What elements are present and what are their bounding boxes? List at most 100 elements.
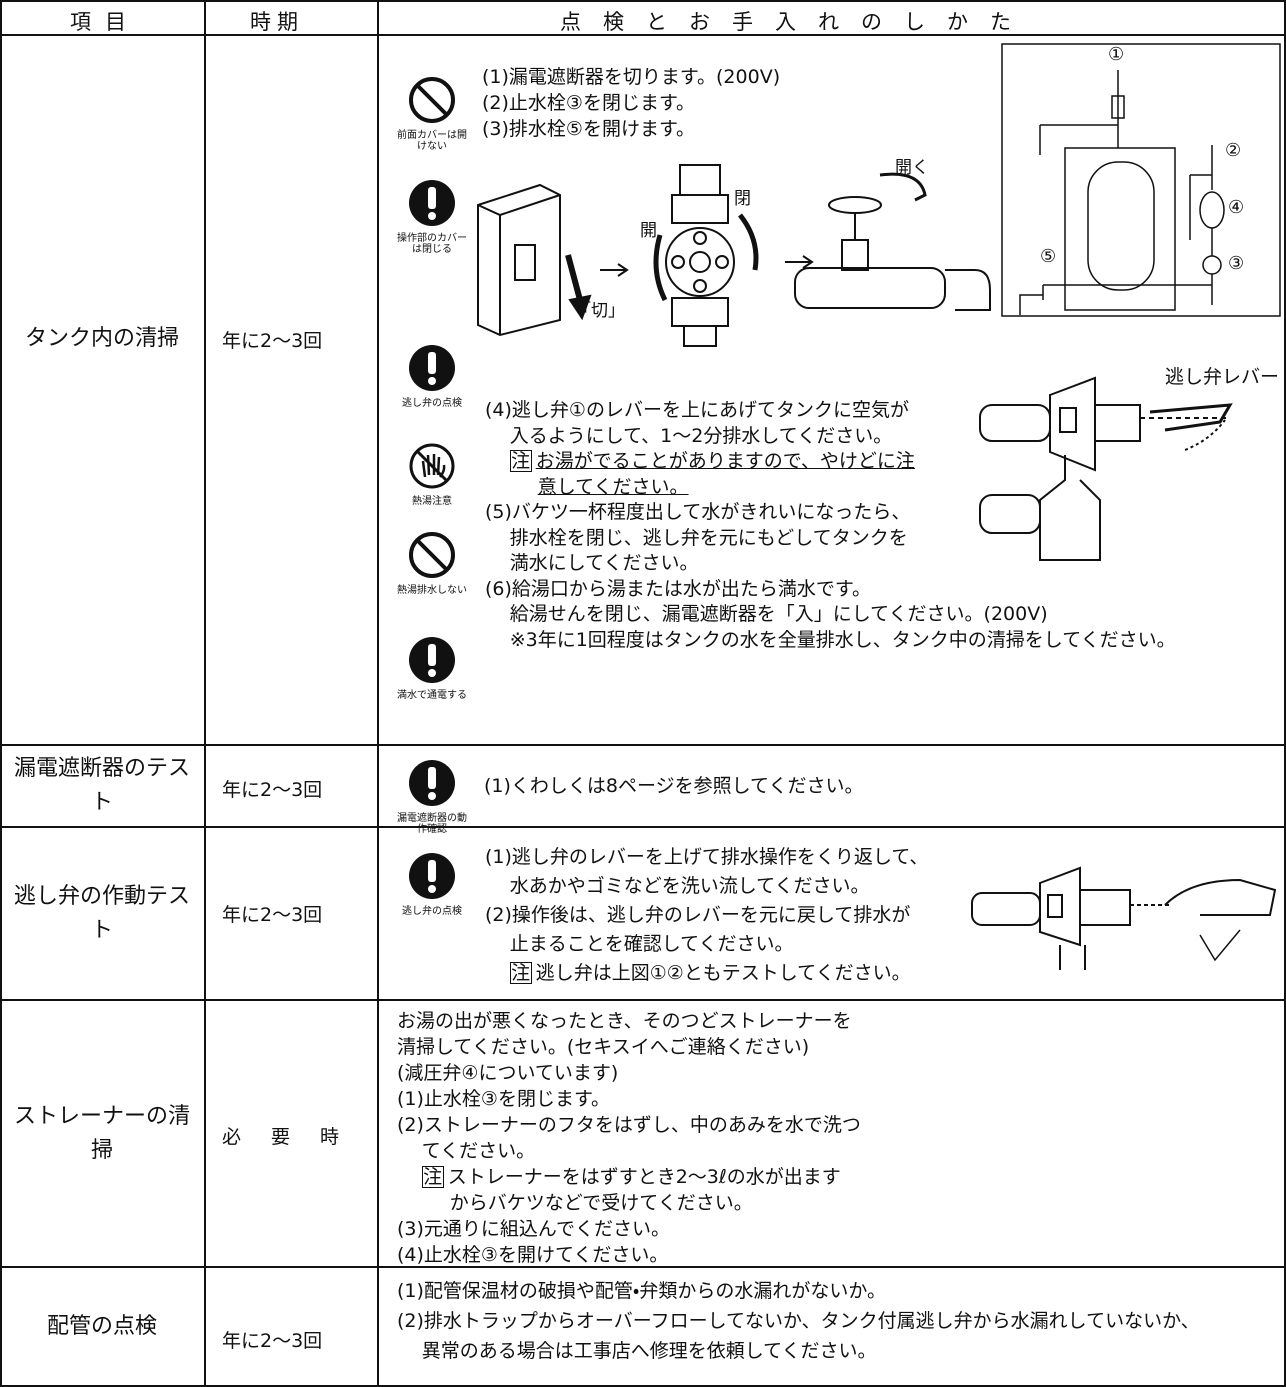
period: 年に2～3回 <box>222 904 323 926</box>
icon <box>409 180 455 226</box>
icon-label: 満水で通電する <box>397 690 467 701</box>
row-line <box>0 826 1286 828</box>
instructions: (4)逃し弁①のレバーを上にあげてタンクに空気が入るようにして、1～2分排水して… <box>485 398 1176 653</box>
icon <box>409 853 455 899</box>
border <box>0 0 2 1387</box>
item: ストレーナーの清掃 <box>13 1104 190 1163</box>
icon-label: 逃し弁の点検 <box>402 906 462 917</box>
text-line: (1)配管保温材の破損や配管・弁類からの水漏れがないか。 <box>397 1280 886 1302</box>
note-text: ストレーナーをはずすとき2～3ℓの水が出ます <box>447 1166 841 1188</box>
text-line: (3)排水栓⑤を開けます。 <box>482 118 696 140</box>
text-line: お湯の出が悪くなったとき、そのつどストレーナーを <box>397 1010 852 1032</box>
icon-label: 逃し弁の点検 <box>402 398 462 409</box>
instructions: (1)配管保温材の破損や配管・弁類からの水漏れがないか。 (2)排水トラップからオ… <box>397 1276 1200 1366</box>
period: 年に2～3回 <box>222 1330 323 1352</box>
arrow <box>785 255 814 269</box>
diagram-label: ⑤ <box>1040 246 1057 267</box>
item: 配管の点検 <box>46 1314 157 1339</box>
breaker-drawing <box>477 183 592 337</box>
icon <box>409 532 455 578</box>
note-text: 逃し弁は上図①②ともテストしてください。 <box>535 962 911 984</box>
icon-label: 前面カバーは開けない <box>397 130 467 152</box>
diagram-label: ④ <box>1228 197 1245 218</box>
valve-drawing <box>653 164 759 347</box>
header-item: 項目 <box>70 10 140 34</box>
diagram-label: 「切」 <box>574 301 625 321</box>
text-line: 満水にしてください。 <box>509 552 699 574</box>
row-line <box>0 34 1286 36</box>
diagram-label: 閉 <box>734 189 751 209</box>
text-line: (減圧弁④についています) <box>397 1062 619 1084</box>
text-line: (1)逃し弁のレバーを上げて排水操作をくり返して、 <box>485 846 929 868</box>
text-line: 異常のある場合は工事店へ修理を依頼してください。 <box>421 1340 877 1362</box>
text-line: (4)逃し弁①のレバーを上にあげてタンクに空気が <box>485 399 909 421</box>
icon <box>409 760 455 806</box>
note-mark: 注 <box>421 1166 444 1188</box>
faucet-drawing <box>794 172 991 311</box>
note-text: お湯がでることがありますので、やけどに注 <box>535 450 915 472</box>
note-text: 意してください。 <box>537 475 689 498</box>
icon <box>409 345 455 391</box>
text-line: (1)漏電遮断器を切ります。(200V) <box>482 66 781 88</box>
item: 漏電遮断器のテスト <box>13 756 190 815</box>
text-line: 清掃してください。(セキスイへご連絡ください) <box>397 1036 810 1058</box>
icon <box>409 443 455 489</box>
diagram-label: ① <box>1108 44 1125 65</box>
note-line: からバケツなどで受けてください。 <box>397 1190 861 1216</box>
instructions: (1)逃し弁のレバーを上げて排水操作をくり返して、水あかやゴミなどを洗い流してく… <box>485 843 928 988</box>
relief-valve-drawing <box>971 866 1277 970</box>
row-line <box>0 744 1286 746</box>
icon <box>409 77 455 123</box>
col-line <box>377 0 379 1387</box>
diagram-label: 逃し弁レバー <box>1165 366 1280 388</box>
text-line: (2)排水トラップからオーバーフローしてないか、タンク付属逃し弁から水漏れしてい… <box>397 1310 1200 1332</box>
text-line: (6)給湯口から湯または水が出たら満水です。 <box>485 577 872 600</box>
text-line: 入るようにして、1～2分排水してください。 <box>509 424 893 447</box>
text-line: 水あかやゴミなどを洗い流してください。 <box>509 875 870 897</box>
text-line: (3)元通りに組込んでください。 <box>397 1218 670 1240</box>
text-line: 給湯せんを閉じ、漏電遮断器を「入」にしてください。(200V) <box>509 603 1048 625</box>
text-line: (5)バケツ一杯程度出して水がきれいになったら、 <box>485 501 911 523</box>
instructions: お湯の出が悪くなったとき、そのつどストレーナーを 清掃してください。(セキスイへご… <box>397 1008 861 1268</box>
text-line: 排水栓を閉じ、逃し弁を元にもどしてタンクを <box>509 526 908 549</box>
row-line <box>0 1266 1286 1268</box>
row-line <box>0 999 1286 1001</box>
arrow <box>600 263 629 277</box>
steps: (1)漏電遮断器を切ります。(200V) (2)止水栓③を閉じます。 (3)排水栓⑤… <box>482 64 780 142</box>
text-line: ※3年に1回程度はタンクの水を全量排水し、タンク中の清掃をしてください。 <box>509 628 1176 651</box>
period: 年に2～3回 <box>222 779 323 801</box>
text-line: (1)止水栓③を閉じます。 <box>397 1088 611 1110</box>
diagram-label: 開 <box>640 221 657 241</box>
border <box>1284 0 1286 1387</box>
icon-label: 操作部のカバーは閉じる <box>397 233 467 255</box>
icon-label: 熱湯排水しない <box>397 585 467 596</box>
period: 必要時 <box>222 1126 370 1148</box>
text-line: (2)止水栓③を閉じます。 <box>482 92 696 114</box>
note-text: からバケツなどで受けてください。 <box>449 1192 753 1214</box>
col-line <box>204 0 206 1387</box>
note-mark: 注 <box>509 962 532 984</box>
text-line: てください。 <box>421 1140 536 1162</box>
border <box>0 1385 1286 1387</box>
note-line: 注お湯がでることがありますので、やけどに注 <box>485 449 1176 475</box>
text-line: 止まることを確認してください。 <box>509 933 794 955</box>
note-line: 注逃し弁は上図①②ともテストしてください。 <box>485 959 928 988</box>
note-line: 意してください。 <box>485 475 1176 501</box>
text-line: (2)操作後は、逃し弁のレバーを元に戻して排水が <box>485 904 911 926</box>
item: 逃し弁の作動テスト <box>13 884 190 943</box>
note-mark: 注 <box>509 450 532 472</box>
border <box>0 0 1286 2</box>
icon <box>409 637 455 683</box>
header-period: 時期 <box>250 10 304 34</box>
diagram-label: ② <box>1225 140 1242 161</box>
diagram-label: ③ <box>1228 253 1245 274</box>
text-line: (1)くわしくは8ページを参照してください。 <box>484 775 864 797</box>
note-line: 注ストレーナーをはずすとき2～3ℓの水が出ます <box>397 1164 861 1190</box>
header-method: 点検とお手入れのしかた <box>560 10 1033 34</box>
text-line: (2)ストレーナーのフタをはずし、中のあみを水で洗つ <box>397 1114 861 1136</box>
icon-label: 漏電遮断器の動作確認 <box>397 813 467 835</box>
text-line: (4)止水栓③を開けてください。 <box>397 1244 669 1266</box>
item: タンク内の清掃 <box>24 326 179 351</box>
